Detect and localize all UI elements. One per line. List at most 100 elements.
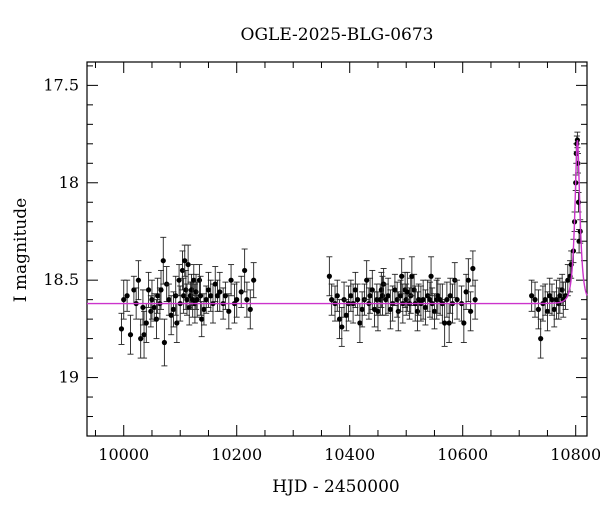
data-point: [131, 287, 137, 293]
data-point: [427, 297, 433, 303]
data-point: [422, 304, 429, 311]
data-point: [444, 297, 450, 303]
data-point: [379, 293, 386, 299]
plot-area: 10000 10200 10400 10600 10800 17.5 18 18.5 19: [43, 61, 600, 464]
y-axis-label: I magnitude: [11, 198, 31, 302]
data-point: [242, 267, 248, 274]
data-point: [149, 297, 155, 303]
data-point: [529, 293, 535, 299]
data-point: [158, 287, 164, 293]
data-point: [547, 293, 553, 299]
data-point: [141, 332, 147, 338]
data-point: [414, 308, 421, 314]
data-point: [326, 273, 332, 279]
data-point: [387, 306, 393, 312]
data-point: [179, 267, 186, 274]
x-axis-label: HJD - 2450000: [272, 477, 400, 497]
data-point: [135, 277, 142, 283]
data-point: [118, 326, 125, 332]
data-point: [447, 293, 453, 299]
x-tick-label: 10200: [211, 445, 262, 464]
data-point: [214, 293, 221, 299]
data-point: [203, 297, 209, 303]
data-point: [238, 289, 244, 295]
data-point: [184, 297, 190, 303]
x-tick-label: 10600: [437, 445, 488, 464]
data-point: [431, 308, 438, 314]
data-point: [168, 312, 174, 318]
data-point: [212, 281, 218, 287]
data-point: [375, 308, 381, 314]
data-point: [385, 293, 391, 299]
data-point: [557, 293, 563, 299]
data-point: [416, 297, 422, 303]
data-point: [228, 277, 234, 283]
data-point: [160, 258, 166, 264]
data-point: [182, 258, 188, 264]
data-point: [336, 316, 343, 322]
plot-frame: [86, 61, 588, 437]
data-point: [174, 320, 180, 326]
data-point: [153, 316, 160, 322]
chart-title: OGLE-2025-BLG-0673: [241, 25, 434, 45]
data-point: [437, 297, 443, 303]
y-tick-label: 18.5: [43, 270, 79, 289]
data-point: [194, 297, 200, 303]
data-point: [383, 297, 389, 303]
data-point: [193, 289, 199, 295]
data-point: [196, 277, 203, 283]
data-point: [352, 287, 358, 293]
model-curve: [87, 140, 588, 305]
data-point: [367, 293, 373, 299]
x-tick-label: 10800: [550, 445, 600, 464]
data-point: [217, 289, 223, 295]
data-point: [197, 293, 204, 299]
data-point: [538, 336, 544, 342]
data-point: [181, 293, 187, 299]
data-point: [472, 297, 478, 303]
data-point: [191, 277, 197, 283]
data-point: [151, 304, 157, 311]
data-point: [148, 308, 154, 314]
data-point: [553, 297, 560, 303]
data-point: [140, 304, 146, 311]
data-point: [425, 293, 431, 299]
x-tick-label: 10000: [98, 445, 149, 464]
data-point: [420, 297, 426, 303]
data-point: [359, 306, 365, 312]
data-point: [251, 277, 257, 283]
data-point: [574, 137, 580, 143]
data-point: [465, 277, 471, 283]
data-point: [234, 297, 240, 303]
data-point: [339, 324, 345, 330]
x-tick-label: 10400: [324, 445, 375, 464]
data-point: [369, 287, 375, 293]
data-point: [394, 297, 400, 303]
data-point: [201, 306, 207, 312]
data-point: [565, 277, 571, 283]
y-tick-label: 18: [59, 173, 79, 192]
data-point: [399, 273, 405, 279]
data-point: [559, 287, 565, 293]
data-point: [468, 308, 474, 314]
data-point: [364, 277, 370, 283]
data-point: [226, 308, 232, 314]
data-point: [190, 297, 196, 303]
data-point: [551, 306, 557, 312]
data-point: [127, 332, 134, 338]
data-point: [403, 297, 409, 303]
data-point: [343, 312, 349, 318]
data-point: [143, 320, 149, 326]
data-point: [535, 306, 542, 312]
data-point: [244, 297, 250, 303]
data-point: [404, 289, 410, 295]
y-tick-label: 19: [59, 368, 79, 387]
data-point: [428, 273, 434, 279]
data-point: [121, 297, 127, 303]
data-point: [532, 297, 538, 303]
data-point: [138, 336, 144, 342]
data-point: [166, 297, 172, 303]
data-point: [176, 277, 182, 283]
data-point: [392, 287, 398, 293]
